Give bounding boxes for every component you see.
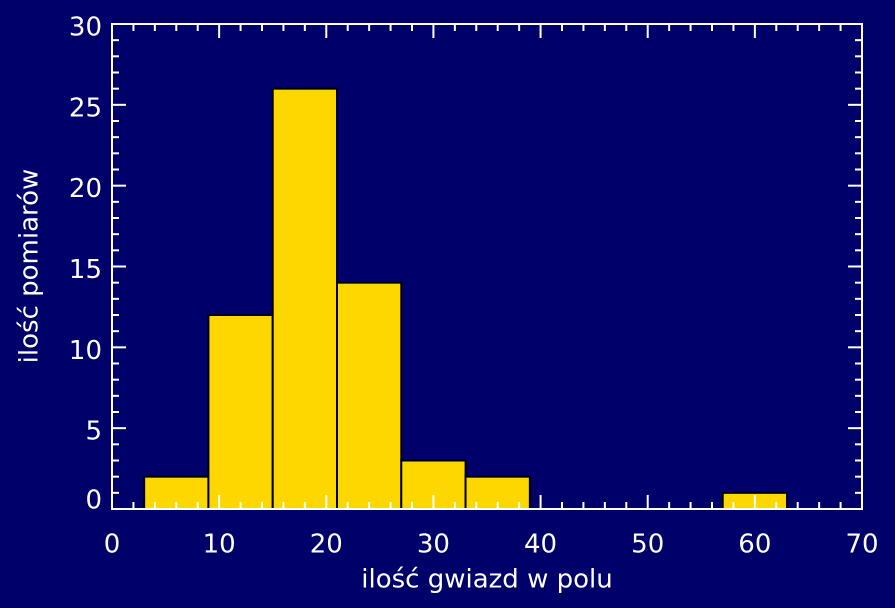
y-tick-label: 10 xyxy=(69,336,102,366)
y-tick-label: 0 xyxy=(85,486,102,516)
x-tick-label: 60 xyxy=(738,530,771,560)
x-tick-label: 0 xyxy=(104,530,121,560)
bar xyxy=(207,314,274,510)
x-tick-label: 20 xyxy=(310,530,343,560)
y-tick-label: 20 xyxy=(69,174,102,204)
x-tick-label: 50 xyxy=(631,530,664,560)
bar xyxy=(271,87,339,511)
x-tick-label: 10 xyxy=(203,530,236,560)
bar xyxy=(336,281,403,510)
y-tick-label: 15 xyxy=(69,255,102,285)
y-tick-label: 25 xyxy=(69,93,102,123)
y-tick-label: 30 xyxy=(69,13,102,43)
y-tick-label: 5 xyxy=(85,417,102,447)
y-axis-label: ilość pomiarów xyxy=(15,169,45,364)
x-tick-label: 30 xyxy=(417,530,450,560)
x-tick-label: 70 xyxy=(845,530,878,560)
x-tick-label: 40 xyxy=(524,530,557,560)
x-axis-label: ilość gwiazd w polu xyxy=(361,565,612,595)
